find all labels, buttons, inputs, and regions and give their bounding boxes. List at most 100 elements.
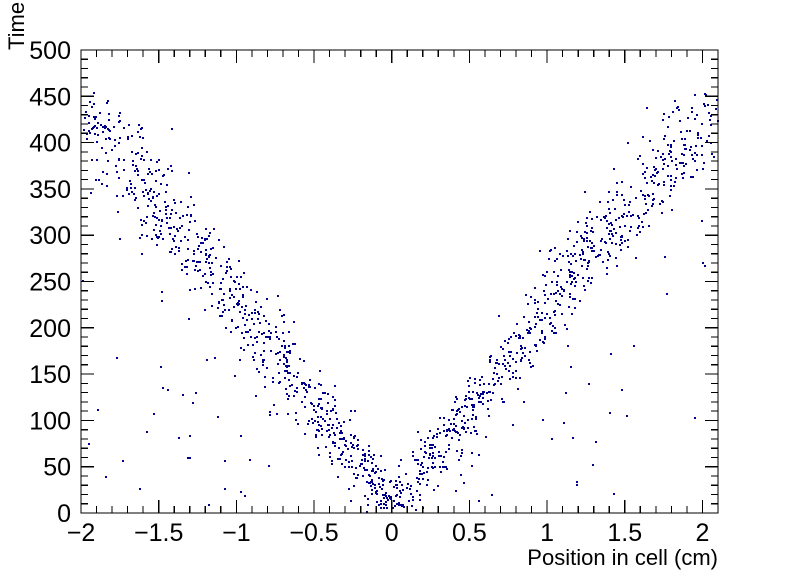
data-point [284,347,286,349]
data-point [200,287,202,289]
data-point [206,359,208,361]
data-point [270,332,272,334]
data-point [186,273,188,275]
data-point [512,358,514,360]
data-point [254,352,256,354]
data-point [642,173,644,175]
data-point [257,318,259,320]
data-point [287,398,289,400]
data-point [150,159,152,161]
data-point [367,498,369,500]
data-point [304,406,306,408]
data-point [233,306,235,308]
data-point [513,332,515,334]
data-point [225,327,227,329]
data-point [678,109,680,111]
data-point [456,413,458,415]
data-point [222,299,224,301]
data-point [704,105,706,107]
data-point [507,362,509,364]
data-point [452,429,454,431]
data-point [372,458,374,460]
data-point [361,459,363,461]
data-point [135,197,137,199]
data-point [478,397,480,399]
data-point [143,179,145,181]
data-point [701,123,703,125]
data-point [247,331,249,333]
data-point [447,429,449,431]
data-point [308,420,310,422]
data-point [422,478,424,480]
data-point [434,457,436,459]
data-point [223,304,225,306]
data-point [276,336,278,338]
data-point [185,260,187,262]
data-point [315,434,317,436]
data-point [550,249,552,251]
data-point [386,507,388,509]
data-point [243,337,245,339]
data-point [325,446,327,448]
data-point [242,294,244,296]
data-point [691,154,693,156]
data-point [587,246,589,248]
data-point [557,290,559,292]
data-point [393,500,395,502]
data-point [244,495,246,497]
data-point [93,103,95,105]
data-point [205,253,207,255]
data-point [180,240,182,242]
data-point [230,276,232,278]
data-point [164,201,166,203]
data-point [231,320,233,322]
data-point [616,194,618,196]
data-point [584,191,586,193]
data-point [451,437,453,439]
data-point [133,193,135,195]
x-tick-label-8: 2 [696,519,710,547]
data-point [366,469,368,471]
data-point [636,234,638,236]
data-point [86,133,88,135]
data-point [508,351,510,353]
data-point [689,149,691,151]
data-point [694,94,696,96]
data-point [663,184,665,186]
data-point [260,306,262,308]
data-point [338,447,340,449]
data-point [431,447,433,449]
data-point [501,398,503,400]
data-point [604,241,606,243]
data-point [371,462,373,464]
data-point [326,410,328,412]
data-point [452,409,454,411]
data-point [593,245,595,247]
data-point [648,225,650,227]
data-point [243,272,245,274]
data-point [151,173,153,175]
data-point [683,172,685,174]
data-point [261,333,263,335]
data-point [586,232,588,234]
data-point [171,128,173,130]
data-point [244,324,246,326]
data-point [637,215,639,217]
data-point [88,122,90,124]
data-point [153,229,155,231]
data-point [539,339,541,341]
data-point [126,189,128,191]
data-point [572,255,574,257]
data-point [609,412,611,414]
data-point [374,487,376,489]
data-point [630,226,632,228]
data-point [147,205,149,207]
data-point [437,485,439,487]
data-point [364,495,366,497]
data-point [234,375,236,377]
data-point [590,247,592,249]
data-point [620,249,622,251]
data-point [644,171,646,173]
data-point [629,201,631,203]
